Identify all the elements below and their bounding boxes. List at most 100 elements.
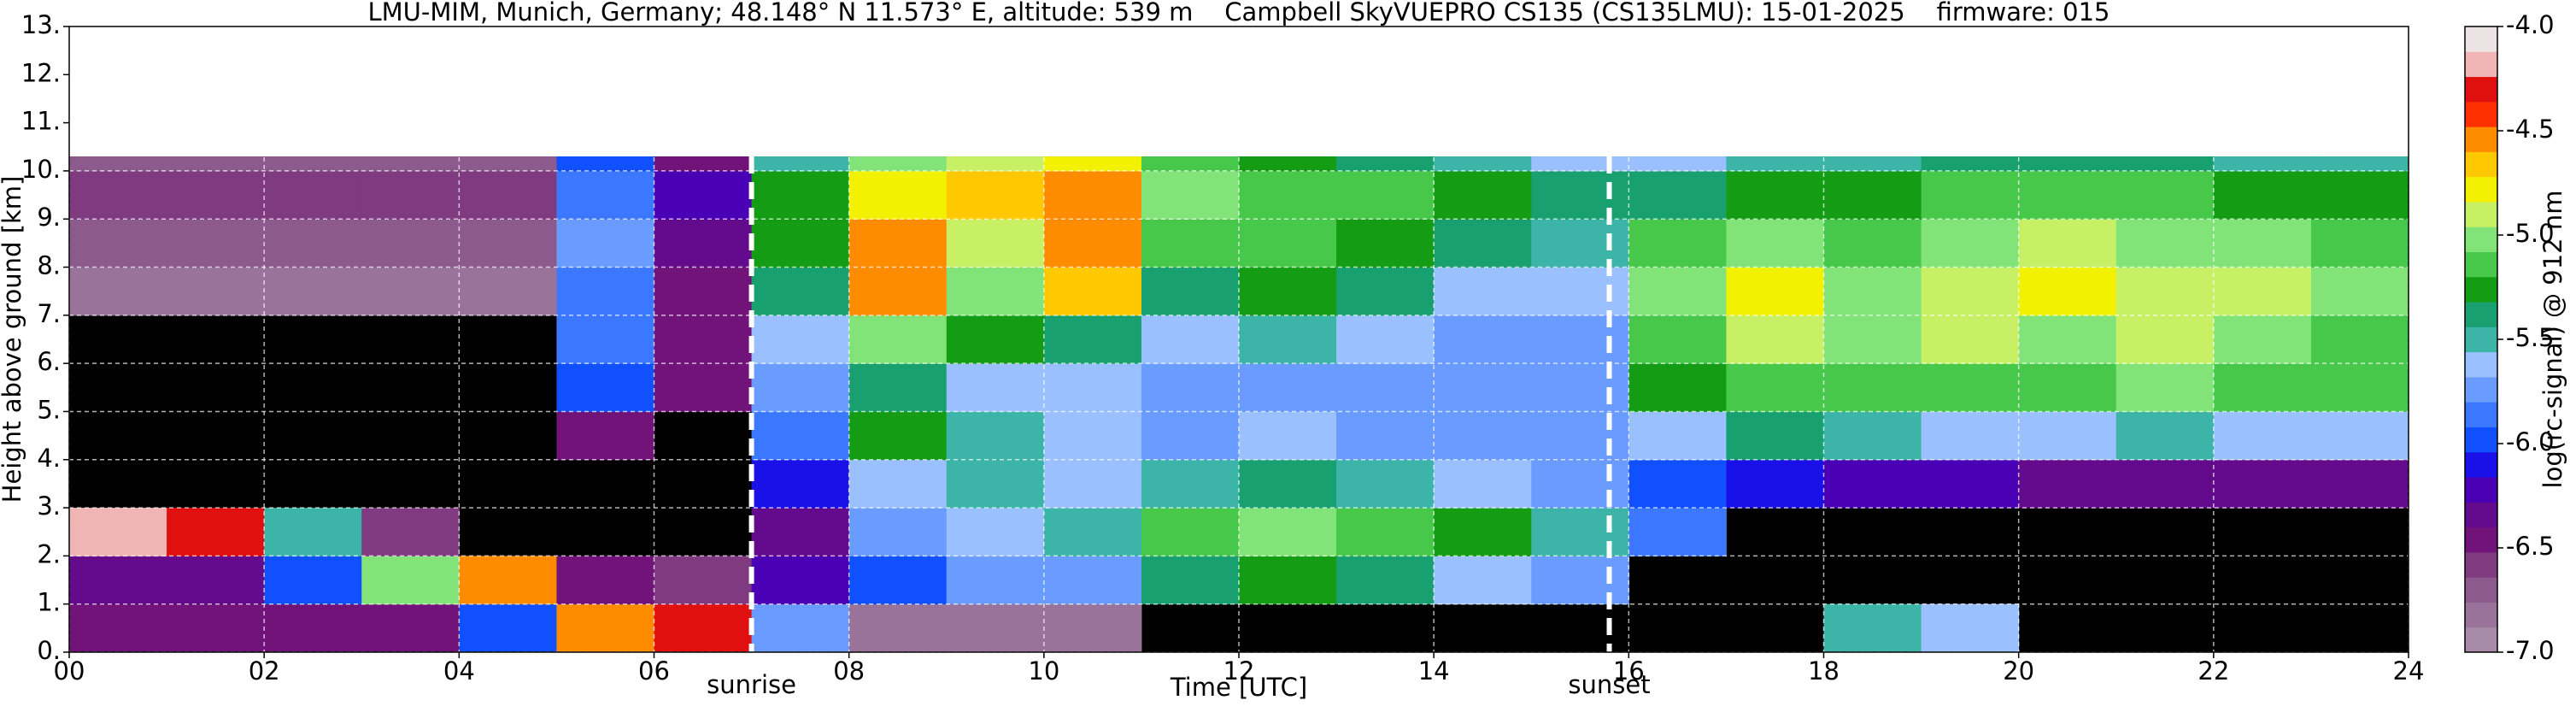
heatmap-cell (1239, 170, 1337, 220)
x-tick-label: 16 (1613, 656, 1645, 685)
heatmap-cell (946, 411, 1045, 461)
heatmap-cell (1628, 363, 1727, 412)
heatmap-cell (751, 556, 850, 605)
heatmap-cell (2213, 315, 2312, 364)
heatmap-cell (264, 156, 362, 172)
y-tick-label: 9. (37, 203, 61, 232)
x-tick-label: 22 (2198, 656, 2229, 685)
y-tick-label: 7. (37, 299, 61, 328)
heatmap-cell (2310, 267, 2409, 316)
heatmap-cell (556, 315, 654, 364)
heatmap-cell (946, 459, 1045, 509)
heatmap-cell (1043, 267, 1142, 316)
heatmap-cell (1628, 315, 1727, 364)
colorbar-swatch (2465, 527, 2497, 553)
heatmap-cell (556, 170, 654, 220)
heatmap-cell (751, 603, 850, 653)
heatmap-cell (264, 219, 362, 268)
heatmap-cell (361, 219, 460, 268)
heatmap-cell (1141, 267, 1240, 316)
colorbar-swatch (2465, 502, 2497, 528)
heatmap-cell (1239, 156, 1337, 172)
heatmap-cell (1823, 603, 1922, 653)
heatmap-cell (1239, 267, 1337, 316)
heatmap-cell (69, 556, 167, 605)
heatmap-cell (654, 170, 753, 220)
x-tick-label: 00 (54, 656, 85, 685)
heatmap-cell (459, 156, 557, 172)
heatmap-cell (946, 219, 1045, 268)
heatmap-cell (654, 267, 753, 316)
heatmap-cell (556, 219, 654, 268)
heatmap-cell (1531, 267, 1629, 316)
heatmap-cell (167, 219, 265, 268)
heatmap-cell (1141, 315, 1240, 364)
heatmap-cell (1726, 363, 1824, 412)
heatmap-cell (1628, 411, 1727, 461)
heatmap-cell (654, 315, 753, 364)
heatmap-cell (361, 556, 460, 605)
x-tick-label: 02 (249, 656, 280, 685)
heatmap-cell (167, 556, 265, 605)
heatmap-cell (2213, 156, 2312, 172)
heatmap-cell (1141, 219, 1240, 268)
heatmap-cell (946, 603, 1045, 653)
heatmap-cell (848, 603, 948, 653)
y-tick-label: 6. (37, 347, 61, 376)
heatmap-cell (1921, 411, 2020, 461)
heatmap-cell (264, 508, 362, 556)
heatmap-cell (1823, 267, 1922, 316)
heatmap-cell (1239, 411, 1337, 461)
heatmap-cell (1043, 411, 1142, 461)
heatmap-cell (1043, 508, 1142, 556)
colorbar-swatch (2465, 151, 2497, 178)
y-axis-label: Height above ground [km] (0, 176, 26, 503)
x-tick-label: 14 (1418, 656, 1450, 685)
y-tick-label: 13. (21, 10, 61, 39)
colorbar-tick-label: -7.0 (2506, 636, 2555, 665)
heatmap-cell (1531, 411, 1629, 461)
heatmap-cell (1921, 363, 2020, 412)
heatmap-cell (264, 267, 362, 316)
heatmap-cell (2213, 267, 2312, 316)
heatmap-cell (2310, 315, 2409, 364)
heatmap-cell (2213, 363, 2312, 412)
heatmap-cell (2115, 411, 2215, 461)
heatmap-cell (264, 170, 362, 220)
colorbar-swatch (2465, 76, 2497, 103)
heatmap-cell (654, 603, 753, 653)
heatmap-cell (556, 267, 654, 316)
chart-title: LMU-MIM, Munich, Germany; 48.148° N 11.5… (368, 0, 2110, 26)
heatmap-cell (1336, 556, 1435, 605)
heatmap-cell (1726, 156, 1824, 172)
heatmap-cell (264, 603, 362, 653)
colorbar-swatch (2465, 276, 2497, 303)
heatmap-cell (1239, 363, 1337, 412)
heatmap-cell (1043, 315, 1142, 364)
colorbar-swatch (2465, 227, 2497, 253)
heatmap-cell (751, 508, 850, 556)
heatmap-cell (2213, 459, 2312, 509)
heatmap-cell (167, 170, 265, 220)
heatmap-cell (1726, 459, 1824, 509)
heatmap-cell (556, 603, 654, 653)
heatmap-cell (1921, 459, 2020, 509)
heatmap-cell (2115, 459, 2215, 509)
heatmap-cell (1336, 156, 1435, 172)
heatmap-cell (751, 315, 850, 364)
heatmap-cell (2213, 170, 2312, 220)
heatmap-cell (946, 170, 1045, 220)
heatmap-cell (1336, 363, 1435, 412)
heatmap-cell (2018, 156, 2117, 172)
heatmap-cell (1531, 315, 1629, 364)
heatmap-cell (2115, 363, 2215, 412)
heatmap-cell (751, 219, 850, 268)
heatmap-cell (2115, 267, 2215, 316)
heatmap-cell (848, 411, 948, 461)
colorbar-swatch (2465, 376, 2497, 403)
heatmap-cell (1336, 170, 1435, 220)
heatmap-cell (1921, 219, 2020, 268)
heatmap-cell (361, 170, 460, 220)
colorbar-swatch (2465, 351, 2497, 378)
heatmap-cell (556, 156, 654, 172)
